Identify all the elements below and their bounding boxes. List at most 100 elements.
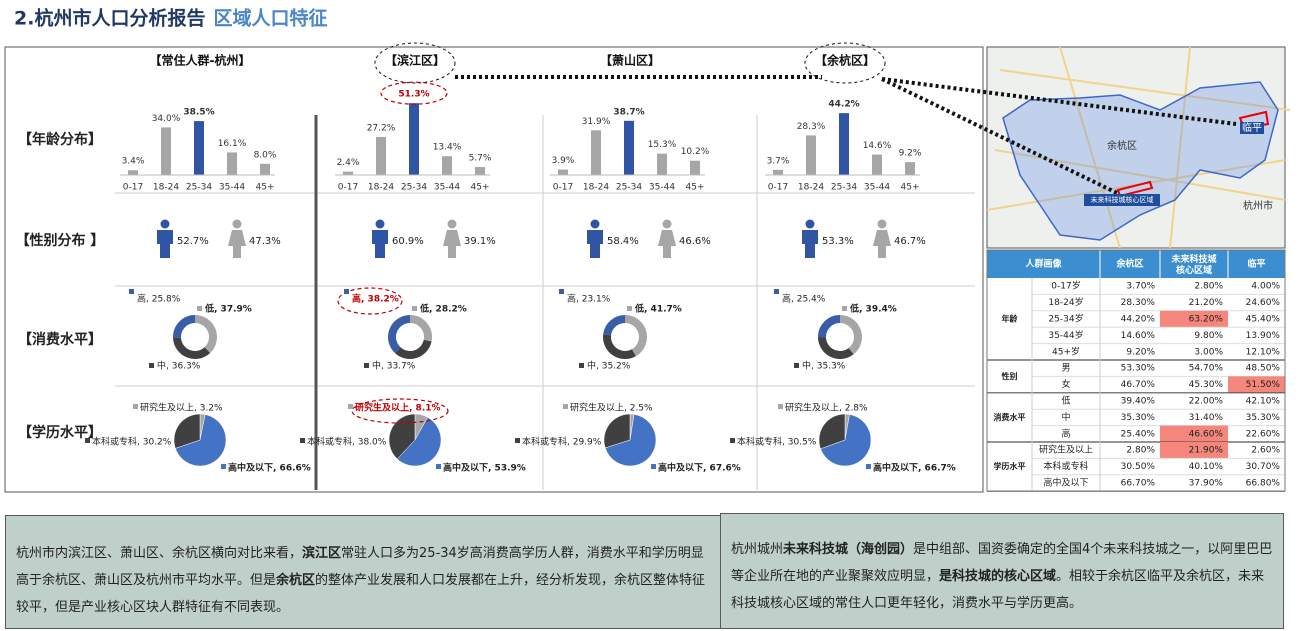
connectors xyxy=(374,42,1237,195)
table-highlight xyxy=(1160,425,1228,442)
age-value-label: 3.9% xyxy=(552,156,575,166)
consumption-label: 中, 35.2% xyxy=(587,360,631,372)
person-icon xyxy=(802,230,818,258)
age-value-label: 3.4% xyxy=(122,157,145,167)
table-cell: 66.80% xyxy=(1246,479,1281,489)
age-category-label: 45+ xyxy=(471,183,490,193)
legend-marker xyxy=(197,306,202,311)
legend-marker xyxy=(794,363,799,368)
table-cell: 30.70% xyxy=(1246,462,1281,472)
table-cell: 63.20% xyxy=(1189,315,1224,325)
age-bar xyxy=(690,160,700,175)
legend-marker xyxy=(774,289,779,294)
dotted-connector xyxy=(455,75,1237,195)
note-text: 杭州市内滨江区、萧山区、余杭区横向对比来看，滨江区常驻人口多为25-34岁高消费… xyxy=(16,546,705,615)
age-bar xyxy=(806,135,816,175)
gender-label: 46.7% xyxy=(894,236,926,247)
table-row-label: 35-44岁 xyxy=(1048,329,1083,341)
age-category-label: 25-34 xyxy=(616,183,642,193)
legend-marker xyxy=(563,404,568,409)
map-label: 余杭区 xyxy=(1107,139,1137,152)
age-value-label: 13.4% xyxy=(433,143,462,153)
map-road xyxy=(986,46,1291,249)
gender-label: 52.7% xyxy=(177,236,209,247)
age-category-label: 25-34 xyxy=(831,183,857,193)
consumption-label: 高, 25.4% xyxy=(782,293,826,305)
legend-marker xyxy=(129,289,134,294)
table-cell: 9.80% xyxy=(1194,331,1223,341)
person-icon xyxy=(228,230,246,258)
table-header-bg xyxy=(987,250,1285,278)
table-cell: 42.10% xyxy=(1246,397,1281,407)
consumption-label: 高, 25.8% xyxy=(137,293,181,305)
legend-marker xyxy=(579,363,584,368)
age-value-label: 10.2% xyxy=(681,147,710,157)
age-bar xyxy=(872,154,882,175)
age-bar xyxy=(227,152,237,175)
age-category-label: 0-17 xyxy=(123,183,143,193)
note-text: 杭州城州未来科技城（海创园）是中组部、国资委确定的全国4个未来科技城之一，以阿里… xyxy=(731,542,1272,611)
legend-marker xyxy=(627,306,632,311)
consumption-label: 低, 39.4% xyxy=(849,303,897,315)
age-value-label: 14.6% xyxy=(863,141,892,151)
consumption-segment xyxy=(603,315,626,336)
table-row-label: 低 xyxy=(1061,395,1070,407)
consumption-label: 中, 33.7% xyxy=(372,360,416,372)
legend-marker xyxy=(149,363,154,368)
age-category-label: 0-17 xyxy=(338,183,358,193)
age-category-label: 45+ xyxy=(901,183,920,193)
table-cell: 35.30% xyxy=(1121,413,1156,423)
table-highlight xyxy=(1160,442,1228,459)
education-label: 研究生及以上, 2.5% xyxy=(570,402,653,414)
person-icon xyxy=(873,230,891,258)
row-label: 【学历水平】 xyxy=(18,424,102,441)
consumption-segment xyxy=(173,315,196,339)
education-segment xyxy=(603,413,631,449)
legend-marker xyxy=(730,438,735,443)
gender-label: 60.9% xyxy=(392,236,424,247)
legend-marker xyxy=(133,404,138,409)
table-row-label: 女 xyxy=(1061,378,1070,390)
consumption-segment xyxy=(388,315,411,354)
gender-label: 47.3% xyxy=(249,236,281,247)
person-icon xyxy=(587,230,603,258)
table-cell: 54.70% xyxy=(1189,364,1224,374)
table-cell: 46.70% xyxy=(1121,380,1156,390)
education-label: 高中及以下, 67.6% xyxy=(658,462,741,474)
table-header: 余杭区 xyxy=(1115,258,1143,270)
age-category-label: 45+ xyxy=(686,183,705,193)
age-value-label: 38.7% xyxy=(613,107,644,117)
map-tag xyxy=(1240,122,1264,134)
age-bar xyxy=(773,169,783,175)
legend-marker xyxy=(778,404,783,409)
person-icon xyxy=(877,219,887,229)
education-label: 研究生及以上, 8.1% xyxy=(355,402,441,414)
table-row-label: 45+岁 xyxy=(1052,345,1080,357)
age-category-label: 25-34 xyxy=(186,183,212,193)
note-segment: 。相较于余杭区临平及余杭区，未来科技城核心区域的常住人口更年轻化，消费水平与学历… xyxy=(731,569,1265,611)
region-ring xyxy=(374,42,456,84)
age-value-label: 44.2% xyxy=(828,100,859,110)
table-header: 未来科技城核心区域 xyxy=(1170,253,1216,276)
legend-marker xyxy=(651,464,656,469)
table-row-label: 本科或专科 xyxy=(1043,460,1088,472)
age-category-label: 18-24 xyxy=(583,183,609,193)
legend-marker xyxy=(344,289,349,294)
map-label: 杭州市 xyxy=(1243,199,1273,212)
highlight-ring xyxy=(380,81,448,105)
education-label: 高中及以下, 53.9% xyxy=(443,462,526,474)
table-cell: 48.50% xyxy=(1246,364,1281,374)
consumption-segment xyxy=(818,315,841,338)
age-category-label: 0-17 xyxy=(768,183,788,193)
note-segment: 未来科技城（海创园） xyxy=(783,542,914,557)
table-cell: 9.20% xyxy=(1126,347,1155,357)
table-cell: 4.00% xyxy=(1251,282,1280,292)
row-label: 【年龄分布】 xyxy=(18,131,102,148)
report: 2.杭州市人口分析报告 区域人口特征【年龄分布】【性别分布 】【消费水平】【学历水… xyxy=(4,7,1291,493)
table-row-label: 中 xyxy=(1061,411,1070,423)
age-category-label: 18-24 xyxy=(153,183,179,193)
map-district xyxy=(1002,81,1279,241)
legend-marker xyxy=(515,438,520,443)
education-label: 研究生及以上, 2.8% xyxy=(785,402,868,414)
